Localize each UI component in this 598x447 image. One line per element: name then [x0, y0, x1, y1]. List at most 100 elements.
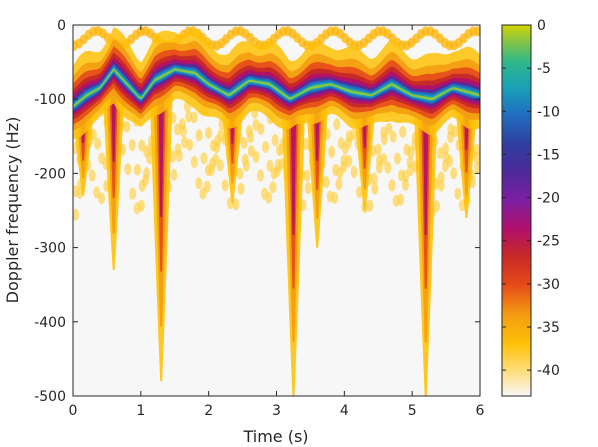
heat-ridge-band [73, 68, 480, 108]
heat-speckle [304, 181, 312, 194]
heat-speckle [370, 172, 378, 185]
colorbar-tick-label: -20 [537, 191, 560, 207]
heat-speckle [175, 149, 183, 162]
heat-speckle [407, 163, 415, 176]
heat-speckle [393, 152, 401, 165]
heat-speckle [205, 127, 213, 140]
heat-speckle [474, 161, 480, 174]
heat-speckle [73, 208, 79, 221]
heat-speckle [190, 156, 198, 169]
heat-speckle [322, 176, 330, 189]
heat-speckle [375, 161, 383, 174]
heat-speckle [399, 125, 407, 138]
heat-speckle [195, 129, 203, 142]
heat-speckle [271, 134, 279, 147]
heat-speckle [450, 167, 458, 180]
y-tick-label: 0 [57, 18, 66, 34]
heat-speckle [216, 159, 224, 172]
heat-speckle [185, 110, 193, 123]
heat-speckle [380, 133, 388, 146]
colorbar-frame [501, 24, 532, 397]
heat-speckle [371, 182, 379, 195]
heat-speckle [389, 130, 397, 143]
heat-speckle [170, 168, 178, 181]
heat-speckle [473, 26, 480, 37]
heat-speckle [451, 125, 459, 138]
y-tick-label: -200 [34, 166, 66, 182]
x-axis: 0 1 2 3 4 5 6 [69, 25, 485, 419]
x-tick-label: 4 [340, 403, 349, 419]
heat-speckle [265, 191, 273, 204]
heat-speckle [133, 163, 141, 176]
heat-speckle [401, 178, 409, 191]
x-tick-label: 0 [69, 403, 78, 419]
heat-speckle [232, 198, 240, 211]
heat-speckle [240, 136, 248, 149]
y-axis-title: Doppler frequency (Hz) [3, 117, 22, 304]
heat-speckle [256, 169, 264, 182]
heat-speckle [269, 181, 277, 194]
heat-speckle [344, 136, 352, 149]
heat-speckle [436, 147, 444, 160]
heat-speckle [129, 187, 137, 200]
heat-speckle [345, 155, 353, 168]
heat-speckle [385, 122, 393, 135]
heat-speckle [257, 122, 265, 135]
heat-speckle [124, 163, 132, 176]
heat-speckle [179, 125, 187, 138]
y-tick-label: -400 [34, 315, 66, 331]
heat-speckle [94, 137, 102, 150]
heat-speckle [88, 169, 96, 182]
heat-speckle [262, 141, 270, 154]
heat-speckle [137, 199, 145, 212]
heat-speckle [433, 200, 441, 213]
x-tick-label: 2 [204, 403, 213, 419]
heat-speckle [141, 174, 149, 187]
heat-speckle [200, 152, 208, 165]
heat-speckle [335, 177, 343, 190]
heat-speckle [340, 160, 348, 173]
heat-ridge-band [73, 66, 480, 109]
heat-speckle [366, 199, 374, 212]
x-tick-label: 6 [476, 403, 485, 419]
heat-speckle [273, 165, 281, 178]
heat-speckle [186, 138, 194, 151]
heat-speckle [252, 150, 260, 163]
heat-speckle [138, 139, 146, 152]
colorbar-tick-label: -35 [537, 320, 560, 336]
colorbar-tick-label: -15 [537, 147, 560, 163]
x-axis-title: Time (s) [242, 427, 308, 446]
x-tick-label: 3 [272, 403, 281, 419]
colorbar-tick-label: -30 [537, 277, 560, 293]
heat-speckle [397, 193, 405, 206]
heat-speckle [128, 138, 136, 151]
y-axis: 0 -100 -200 -300 -400 -500 [34, 18, 480, 405]
colorbar-gradient [502, 25, 531, 396]
heat-speckle [454, 187, 462, 200]
heat-speckle [437, 179, 445, 192]
y-tick-label: -500 [34, 389, 66, 405]
heat-speckle [350, 165, 358, 178]
heat-speckle [333, 118, 341, 131]
heat-speckle [384, 161, 392, 174]
heat-speckle [123, 120, 131, 133]
colorbar-tick-label: -25 [537, 234, 560, 250]
heat-speckle [169, 150, 177, 163]
heat-speckle [207, 164, 215, 177]
colorbar-axis: 0 -5 -10 -15 -20 -25 -30 -35 -40 [502, 18, 560, 379]
heat-speckle [388, 179, 396, 192]
x-tick-label: 5 [408, 403, 417, 419]
heat-speckle [473, 151, 480, 164]
heat-speckle [402, 169, 410, 182]
colorbar-tick-label: -5 [537, 61, 551, 77]
heat-speckle [374, 143, 382, 156]
heat-speckle [349, 128, 357, 141]
colorbar-tick-label: 0 [537, 18, 546, 34]
spectrogram-heatmap [73, 26, 480, 396]
heat-speckle [98, 192, 106, 205]
y-tick-label: -300 [34, 241, 66, 257]
heat-speckle [328, 145, 336, 158]
x-tick-label: 1 [136, 403, 145, 419]
y-tick-label: -100 [34, 92, 66, 108]
